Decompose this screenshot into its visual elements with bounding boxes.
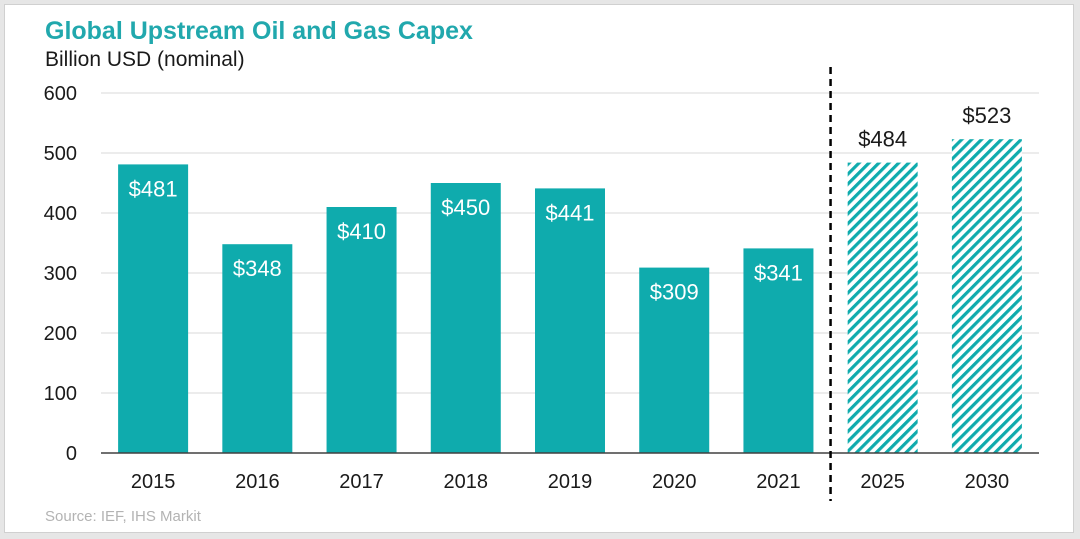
bar-2015: [118, 164, 189, 453]
chart-subtitle: Billion USD (nominal): [45, 48, 245, 71]
x-tick-label: 2030: [965, 471, 1010, 493]
x-tick-label: 2021: [756, 471, 801, 493]
bar-2019: [535, 188, 605, 453]
data-labels: $481 $348 $410 $450 $441 $309 $341 $484 $523: [129, 103, 1012, 304]
bar-2017: [326, 207, 397, 453]
x-tick-label: 2020: [652, 471, 697, 493]
data-label-2015: $481: [129, 176, 178, 201]
source-note: Source: IEF, IHS Markit: [45, 508, 202, 525]
x-tick-label: 2019: [548, 471, 593, 493]
x-tick-label: 2015: [131, 471, 176, 493]
bar-2025: [847, 162, 918, 453]
bar-2018: [430, 183, 501, 453]
y-tick-label: 0: [66, 443, 77, 465]
data-label-2017: $410: [337, 219, 386, 244]
x-tick-label: 2017: [339, 471, 384, 493]
y-tick-label: 400: [44, 203, 77, 225]
data-label-2019: $441: [546, 200, 595, 225]
bars: [118, 139, 1022, 453]
chart: Global Upstream Oil and Gas Capex Billio…: [44, 17, 1039, 525]
chart-frame: Global Upstream Oil and Gas Capex Billio…: [4, 4, 1074, 533]
y-axis: 0 100 200 300 400 500 600: [44, 83, 77, 465]
data-label-2018: $450: [441, 195, 490, 220]
x-tick-label: 2025: [860, 471, 905, 493]
x-axis: 2015 2016 2017 2018 2019 2020 2021 2025 2030: [101, 452, 1039, 493]
data-label-2030: $523: [962, 103, 1011, 128]
data-label-2025: $484: [858, 127, 907, 152]
x-tick-label: 2016: [235, 471, 280, 493]
y-tick-label: 500: [44, 143, 77, 165]
bar-2030: [951, 139, 1022, 453]
data-label-2021: $341: [754, 260, 803, 285]
chart-title: Global Upstream Oil and Gas Capex: [45, 17, 473, 45]
x-tick-label: 2018: [444, 471, 489, 493]
data-label-2020: $309: [650, 280, 699, 305]
data-label-2016: $348: [233, 256, 282, 281]
bar-2020: [639, 267, 710, 453]
bar-2016: [222, 244, 293, 453]
y-tick-label: 300: [44, 263, 77, 285]
y-tick-label: 600: [44, 83, 77, 105]
y-tick-label: 100: [44, 383, 77, 405]
y-tick-label: 200: [44, 323, 77, 345]
bar-2021: [743, 248, 814, 453]
